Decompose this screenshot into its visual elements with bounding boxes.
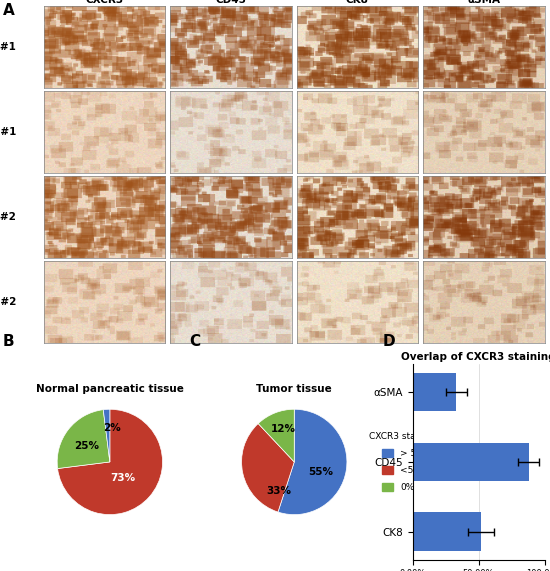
Bar [413,512,481,550]
Title: Tumor tissue: Tumor tissue [256,384,332,394]
Bar [413,373,456,412]
Wedge shape [278,409,347,514]
Text: D: D [382,334,395,349]
Title: CXCR3: CXCR3 [86,0,124,5]
Title: CK8: CK8 [346,0,369,5]
Text: 55%: 55% [308,468,333,477]
Title: Normal pancreatic tissue: Normal pancreatic tissue [36,384,184,394]
Title: Overlap of CXCR3 staining: Overlap of CXCR3 staining [402,352,550,362]
Text: 2%: 2% [103,423,122,433]
Legend: > 5%, <5%, 0%: > 5%, <5%, 0% [367,430,440,494]
Y-axis label: N #1: N #1 [0,127,16,137]
Text: C: C [190,334,201,349]
Text: 73%: 73% [111,473,136,482]
Wedge shape [258,409,294,462]
Wedge shape [58,409,163,514]
Y-axis label: T #1: T #1 [0,42,16,51]
Bar [413,443,529,481]
Y-axis label: T #2: T #2 [0,212,16,222]
Wedge shape [241,424,294,512]
Wedge shape [57,409,110,469]
Text: 12%: 12% [271,424,296,435]
Text: A: A [3,3,14,18]
Title: CD45: CD45 [216,0,246,5]
Y-axis label: N #2: N #2 [0,297,16,307]
Wedge shape [103,409,110,462]
Text: B: B [3,334,14,349]
Text: 25%: 25% [74,441,98,451]
Text: 33%: 33% [266,486,291,496]
Title: αSMA: αSMA [468,0,500,5]
